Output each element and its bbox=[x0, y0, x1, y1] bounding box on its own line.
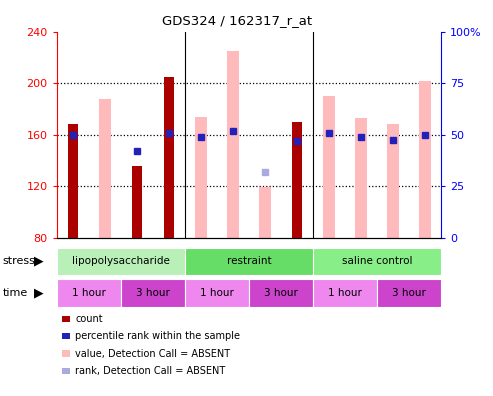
Bar bbox=[185, 248, 313, 275]
Text: 3 hour: 3 hour bbox=[392, 288, 426, 298]
Text: time: time bbox=[2, 288, 28, 298]
Bar bbox=[57, 279, 121, 307]
Bar bbox=[323, 96, 335, 238]
Text: GDS324 / 162317_r_at: GDS324 / 162317_r_at bbox=[162, 14, 312, 27]
Text: percentile rank within the sample: percentile rank within the sample bbox=[75, 331, 241, 341]
Bar bbox=[132, 166, 142, 238]
Bar bbox=[68, 124, 78, 238]
Text: stress: stress bbox=[2, 256, 35, 267]
Text: 3 hour: 3 hour bbox=[136, 288, 170, 298]
Text: 1 hour: 1 hour bbox=[200, 288, 234, 298]
Bar bbox=[355, 118, 367, 238]
Text: ▶: ▶ bbox=[34, 287, 43, 299]
Bar bbox=[292, 122, 302, 238]
Text: 3 hour: 3 hour bbox=[264, 288, 298, 298]
Text: count: count bbox=[75, 314, 103, 324]
Bar bbox=[57, 248, 185, 275]
Bar bbox=[377, 279, 441, 307]
Bar bbox=[387, 124, 399, 238]
Bar bbox=[313, 248, 441, 275]
Text: restraint: restraint bbox=[227, 256, 271, 267]
Bar bbox=[249, 279, 313, 307]
Bar bbox=[195, 116, 207, 238]
Text: ▶: ▶ bbox=[34, 255, 43, 268]
Bar bbox=[99, 99, 111, 238]
Bar bbox=[164, 77, 174, 238]
Bar bbox=[185, 279, 249, 307]
Text: 1 hour: 1 hour bbox=[72, 288, 106, 298]
Text: 1 hour: 1 hour bbox=[328, 288, 362, 298]
Text: value, Detection Call = ABSENT: value, Detection Call = ABSENT bbox=[75, 348, 231, 359]
Bar bbox=[121, 279, 185, 307]
Text: saline control: saline control bbox=[342, 256, 413, 267]
Bar bbox=[313, 279, 377, 307]
Bar bbox=[259, 187, 271, 238]
Text: rank, Detection Call = ABSENT: rank, Detection Call = ABSENT bbox=[75, 366, 226, 376]
Bar bbox=[227, 51, 239, 238]
Text: lipopolysaccharide: lipopolysaccharide bbox=[72, 256, 170, 267]
Bar bbox=[419, 81, 431, 238]
